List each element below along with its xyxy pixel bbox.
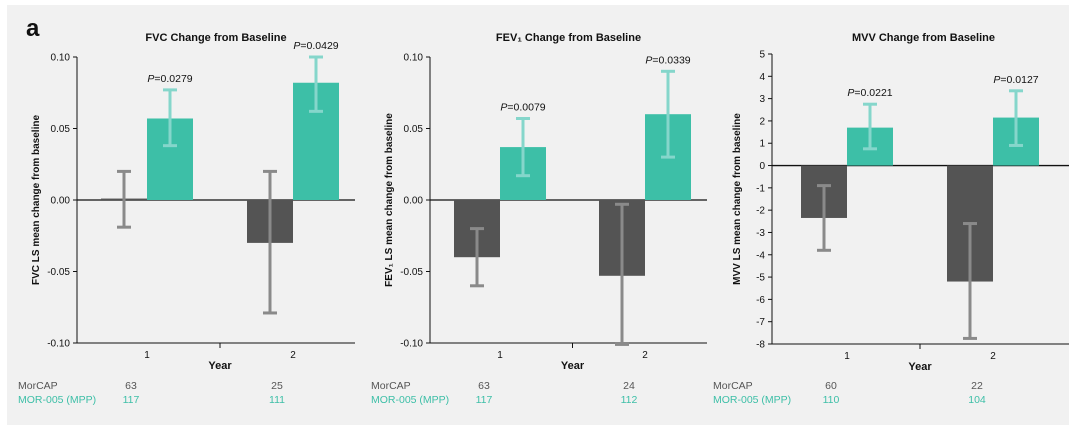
n-count: 60 xyxy=(825,380,837,392)
x-tick-label: 1 xyxy=(844,351,850,362)
charts-svg: FVC Change from Baseline -0.10 -0.05 0.00 0.… xyxy=(18,32,1069,406)
p-symbol: P xyxy=(500,101,507,113)
y-tick-label: 3 xyxy=(759,94,765,105)
y-tick-label: -8 xyxy=(756,340,765,351)
y-axis-label: FVC LS mean change from baseline xyxy=(31,115,42,285)
y-tick-label: 4 xyxy=(759,72,765,83)
n-count: 24 xyxy=(623,380,635,392)
n-label-morcap: MorCAP xyxy=(713,380,753,392)
y-tick-label: -1 xyxy=(756,183,765,194)
n-count: 111 xyxy=(269,394,285,406)
x-axis-label: Year xyxy=(908,361,932,373)
y-tick-label: 2 xyxy=(759,116,765,127)
p-value: 0.0429 xyxy=(307,40,339,52)
y-tick-label: -0.05 xyxy=(400,267,423,278)
n-label-mor005: MOR-005 (MPP) xyxy=(18,394,96,406)
y-tick-label: -7 xyxy=(756,317,765,328)
y-tick-label: -3 xyxy=(756,228,765,239)
n-count: 112 xyxy=(621,394,638,406)
figure-panel: a FVC Change from Baseline -0.10 -0.05 0.00… xyxy=(7,5,1069,425)
y-axis-label: FEV₁ LS mean change from baseline xyxy=(384,113,395,287)
x-tick-label: 2 xyxy=(990,351,996,362)
x-tick-label: 2 xyxy=(642,350,648,361)
p-value-label: P=0.0279 xyxy=(147,73,192,85)
p-value-label: P=0.0429 xyxy=(293,40,338,52)
chart-title: FEV₁ Change from Baseline xyxy=(496,32,641,44)
p-symbol: P xyxy=(147,73,154,85)
p-value-label: P=0.0221 xyxy=(847,87,892,99)
n-count: 63 xyxy=(125,380,137,392)
x-axis-label: Year xyxy=(208,360,232,372)
x-tick-label: 1 xyxy=(497,350,503,361)
y-tick-label: -0.10 xyxy=(47,339,70,350)
y-tick-label: 0.10 xyxy=(404,53,424,64)
y-tick-label: -6 xyxy=(756,295,765,306)
p-symbol: P xyxy=(645,54,652,66)
y-tick-label: 0.00 xyxy=(51,196,71,207)
p-value: 0.0079 xyxy=(514,101,546,113)
p-value: 0.0127 xyxy=(1007,74,1039,86)
p-value: 0.0221 xyxy=(861,87,893,99)
n-count: 63 xyxy=(478,380,490,392)
n-count: 22 xyxy=(971,380,983,392)
p-symbol: P xyxy=(293,40,300,52)
n-label-morcap: MorCAP xyxy=(18,380,58,392)
n-count: 117 xyxy=(476,394,493,406)
n-count: 117 xyxy=(123,394,140,406)
n-count: 104 xyxy=(968,394,986,406)
n-label-mor005: MOR-005 (MPP) xyxy=(371,394,449,406)
x-tick-label: 1 xyxy=(144,350,150,361)
chart-title: FVC Change from Baseline xyxy=(145,32,286,44)
y-tick-label: -5 xyxy=(756,273,765,284)
y-tick-label: 0.10 xyxy=(51,53,71,64)
p-symbol: P xyxy=(993,74,1000,86)
y-tick-label: 1 xyxy=(759,139,765,150)
y-tick-label: 0.00 xyxy=(404,196,424,207)
y-tick-label: 0 xyxy=(759,161,765,172)
equals-sign: = xyxy=(652,54,658,66)
p-value: 0.0279 xyxy=(161,73,193,85)
equals-sign: = xyxy=(154,73,160,85)
chart-title: MVV Change from Baseline xyxy=(852,32,995,44)
x-tick-label: 2 xyxy=(290,350,296,361)
y-tick-label: -2 xyxy=(756,206,765,217)
y-tick-label: -0.10 xyxy=(400,339,423,350)
panel-label: a xyxy=(26,15,40,42)
equals-sign: = xyxy=(507,101,513,113)
y-tick-label: 5 xyxy=(759,50,765,61)
y-tick-label: 0.05 xyxy=(51,124,71,135)
n-label-morcap: MorCAP xyxy=(371,380,411,392)
y-axis-label: MVV LS mean change from baseline xyxy=(732,113,743,285)
p-value-label: P=0.0079 xyxy=(500,101,545,113)
n-label-mor005: MOR-005 (MPP) xyxy=(713,394,791,406)
y-tick-label: -4 xyxy=(756,250,765,261)
equals-sign: = xyxy=(1000,74,1006,86)
p-symbol: P xyxy=(847,87,854,99)
x-axis-label: Year xyxy=(561,360,585,372)
n-count: 25 xyxy=(271,380,283,392)
p-value-label: P=0.0339 xyxy=(645,54,690,66)
y-tick-label: -0.05 xyxy=(47,267,70,278)
p-value: 0.0339 xyxy=(659,54,691,66)
equals-sign: = xyxy=(854,87,860,99)
p-value-label: P=0.0127 xyxy=(993,74,1038,86)
n-count: 110 xyxy=(823,394,840,406)
y-tick-label: 0.05 xyxy=(404,124,424,135)
equals-sign: = xyxy=(300,40,306,52)
